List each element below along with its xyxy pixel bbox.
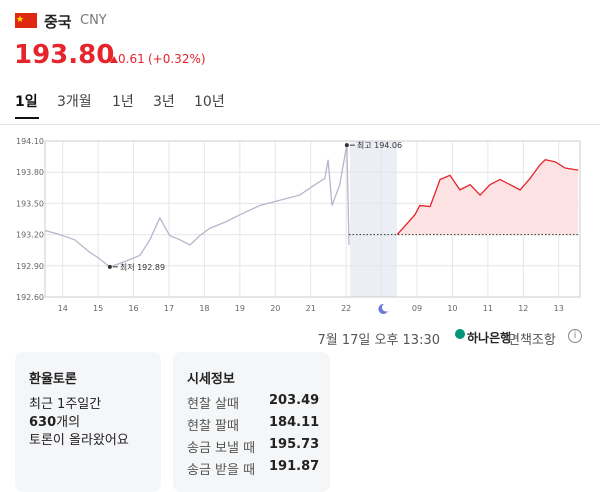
x-tick-label: 20 <box>270 304 280 313</box>
up-arrow <box>110 56 118 63</box>
line <box>44 145 350 268</box>
x-tick-label: 18 <box>199 304 209 313</box>
count: 630 <box>29 415 57 430</box>
price: 193.80 <box>14 40 115 70</box>
x-tick-label: 17 <box>164 304 174 313</box>
change-pct: (+0.32%) <box>148 52 206 66</box>
y-tick-label: 193.80 <box>16 168 44 177</box>
change: 0.61 <box>118 52 145 66</box>
night-icon <box>378 303 388 314</box>
annotation-label: 최고 194.06 <box>357 140 402 150</box>
x-tick-label: 19 <box>235 304 245 313</box>
rate-value: 191.87 <box>269 459 320 474</box>
bank-logo <box>455 329 465 339</box>
x-tick-label: 22 <box>341 304 351 313</box>
rate-label: 현찰 살때 <box>187 397 239 412</box>
tab[interactable]: 10년 <box>194 94 225 110</box>
rate-value: 184.11 <box>269 415 320 430</box>
y-tick-label: 193.50 <box>16 199 44 208</box>
card-text: 630개의 <box>29 411 80 430</box>
page: 중국 CNY 193.80 0.61 (+0.32%) 1일 3개월 1년 3년… <box>0 13 600 478</box>
x-tick-label: 09 <box>412 304 422 313</box>
x-tick-label: 12 <box>518 304 528 313</box>
annotation-dot <box>107 264 112 269</box>
x-tick-label: 21 <box>306 304 316 313</box>
plot-frame <box>44 140 581 298</box>
rate-label: 송금 받을 때 <box>187 463 256 478</box>
rate-label: 현찰 팔때 <box>187 419 239 434</box>
tab[interactable]: 1일 <box>15 94 38 110</box>
rates-card[interactable]: 시세정보 현찰 살때 203.49 현찰 팔때 184.11 송금 보낼 때 1… <box>173 352 330 492</box>
y-tick-label: 192.90 <box>16 262 44 271</box>
card-title: 환율토론 <box>29 372 77 387</box>
y-tick-label: 192.60 <box>16 293 44 302</box>
area <box>397 159 579 235</box>
x-tick-label: 16 <box>128 304 138 313</box>
annotation-dot <box>344 143 349 148</box>
x-tick-label: 15 <box>93 304 103 313</box>
closed-shade <box>350 141 397 297</box>
card-text: 토론이 올라왔어요 <box>29 433 129 448</box>
y-tick-label: 193.20 <box>16 231 44 240</box>
y-tick-label: 194.10 <box>16 137 44 146</box>
rate-label: 송금 보낼 때 <box>187 441 256 456</box>
annotation-label: 최저 192.89 <box>120 262 165 272</box>
bank: 하나은행 <box>467 331 512 345</box>
timestamp: 7월 17일 오후 13:30 <box>317 333 440 348</box>
x-tick-label: 14 <box>58 304 68 313</box>
x-tick-label: 13 <box>554 304 564 313</box>
divider <box>0 124 600 125</box>
info-icon[interactable]: i <box>568 329 582 343</box>
country: 중국 <box>44 13 72 31</box>
flag <box>15 13 37 28</box>
line <box>396 159 579 236</box>
x-tick-label: 10 <box>447 304 457 313</box>
disclaimer[interactable]: 면책조항 <box>508 333 556 348</box>
card-text: 최근 1주일간 <box>29 397 102 412</box>
card-title: 시세정보 <box>187 372 235 387</box>
currency: CNY <box>80 13 107 28</box>
tab[interactable]: 3개월 <box>57 94 92 110</box>
rate-value: 203.49 <box>269 393 320 408</box>
discussion-card[interactable]: 환율토론 최근 1주일간 630개의 토론이 올라왔어요 <box>15 352 161 492</box>
chart: 194.10 193.80 193.50 193.20 192.90 192.60 14 15… <box>16 137 581 314</box>
count-suffix: 개의 <box>56 415 81 430</box>
tab[interactable]: 1년 <box>112 94 134 110</box>
x-tick-label: 11 <box>483 304 493 313</box>
tab[interactable]: 3년 <box>153 94 175 110</box>
tab-underline <box>15 117 39 119</box>
rate-value: 195.73 <box>269 437 320 452</box>
